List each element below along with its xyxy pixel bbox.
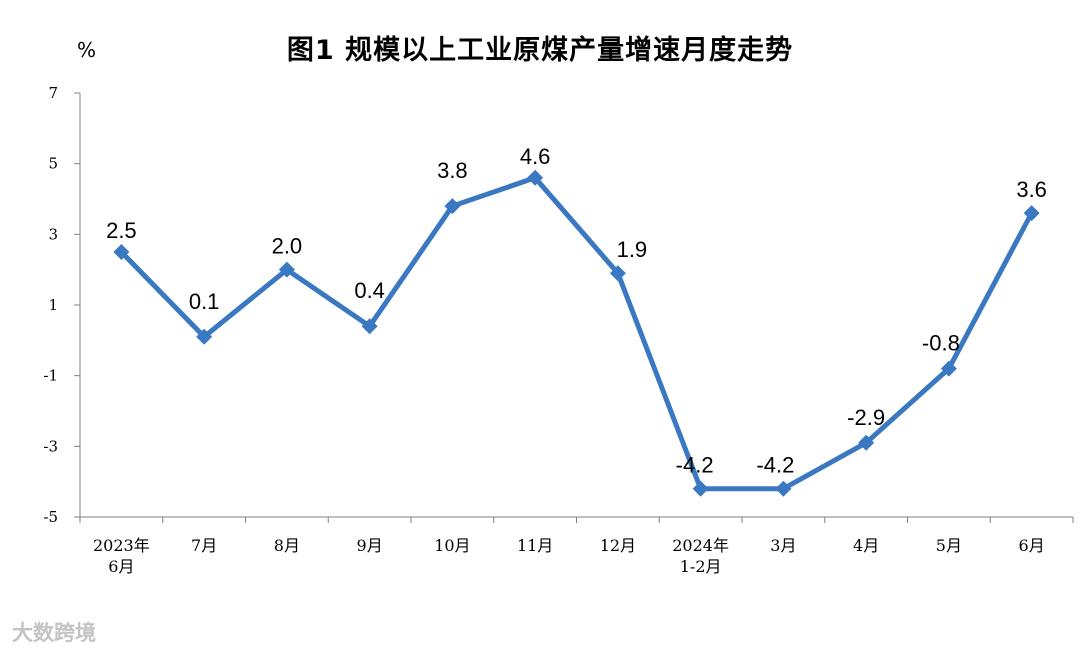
y-tick-label: 3	[48, 225, 58, 243]
data-label: 3.6	[1016, 177, 1047, 202]
data-point-marker	[1023, 205, 1040, 222]
data-point-marker	[113, 244, 130, 260]
y-tick-label: 1	[48, 296, 58, 314]
series-line	[119, 175, 1034, 492]
x-tick-label: 9月	[357, 536, 383, 555]
x-tick-label: 2023年	[93, 536, 150, 555]
x-tick-label: 5月	[936, 536, 962, 555]
watermark-text: 大数跨境	[12, 621, 96, 645]
chart-title: 图1 规模以上工业原煤产量增速月度走势	[286, 35, 794, 66]
data-label: -4.2	[676, 453, 714, 478]
data-label: -4.2	[756, 453, 794, 478]
data-point-marker	[196, 328, 213, 345]
x-tick-label: 12月	[600, 536, 636, 555]
data-point-marker	[609, 265, 626, 282]
x-tick-label: 2024年	[672, 536, 729, 555]
data-point-marker	[527, 169, 544, 186]
x-tick-label: 3月	[770, 536, 796, 555]
y-axis-unit-label: %	[77, 38, 97, 62]
data-label: 1.9	[617, 237, 648, 262]
data-label: 3.8	[437, 158, 468, 183]
data-label: 0.4	[354, 278, 385, 303]
x-tick-label: 4月	[853, 536, 879, 555]
data-label: 4.6	[520, 144, 551, 169]
data-label: -0.8	[922, 331, 960, 356]
data-point-marker	[692, 480, 709, 497]
x-tick-label: 8月	[274, 536, 300, 555]
x-tick-label: 6月	[108, 557, 134, 576]
data-label: -2.9	[847, 405, 885, 430]
data-point-marker	[775, 480, 792, 497]
data-point-marker	[940, 360, 957, 377]
y-tick-label: 5	[48, 155, 58, 173]
y-tick-label: -3	[43, 437, 58, 455]
x-tick-label: 1-2月	[680, 557, 722, 576]
x-tick-label: 6月	[1019, 536, 1045, 555]
data-point-marker	[858, 434, 875, 451]
data-point-marker	[444, 198, 461, 215]
data-label: 0.1	[189, 289, 220, 314]
data-label: 2.0	[272, 234, 303, 259]
data-point-marker	[278, 261, 295, 278]
x-tick-label: 11月	[517, 536, 553, 555]
x-tick-label: 7月	[191, 536, 217, 555]
data-label: 2.5	[106, 218, 137, 243]
data-point-marker	[361, 318, 378, 335]
x-tick-label: 10月	[434, 536, 470, 555]
y-tick-label: -1	[43, 367, 58, 385]
y-tick-label: -5	[43, 508, 58, 526]
y-tick-label: 7	[48, 84, 58, 102]
